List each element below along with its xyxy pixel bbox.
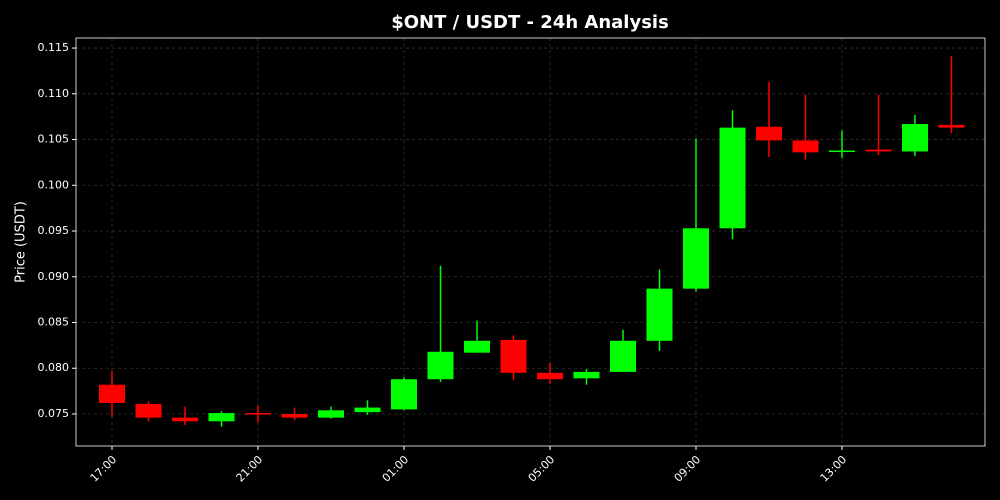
y-tick-label: 0.095	[38, 224, 70, 237]
candle-body	[573, 371, 600, 379]
candle-body	[135, 403, 162, 418]
y-tick-label: 0.105	[38, 133, 70, 146]
candle-body	[464, 340, 490, 353]
candle-body	[537, 372, 563, 380]
candle-body	[902, 123, 928, 152]
y-tick-label: 0.085	[38, 316, 70, 329]
y-tick-label: 0.115	[38, 41, 70, 54]
y-axis-label: Price (USDT)	[14, 201, 29, 283]
candle-body	[719, 127, 746, 229]
plot-frame	[75, 37, 986, 447]
candle-body	[792, 140, 819, 153]
candle-body	[865, 149, 892, 152]
y-tick-label: 0.110	[38, 87, 70, 100]
candle-body	[99, 384, 125, 404]
candle-body	[391, 379, 417, 410]
candle-body	[318, 410, 344, 418]
y-tick-label: 0.100	[38, 178, 70, 191]
candle-body	[829, 150, 855, 153]
y-tick-label: 0.080	[38, 361, 70, 374]
y-tick-label: 0.075	[38, 407, 70, 420]
candle-body	[938, 124, 965, 128]
candle-body	[427, 351, 454, 380]
candle-body	[354, 407, 381, 413]
y-tick-label: 0.090	[38, 270, 70, 283]
candle-body	[208, 413, 235, 422]
candle-body	[756, 126, 782, 141]
candle-body	[500, 339, 527, 373]
candle-body	[683, 228, 709, 289]
candle-body	[281, 413, 308, 418]
candle-body	[646, 288, 673, 341]
candle-body	[245, 413, 271, 415]
chart-title: $ONT / USDT - 24h Analysis	[391, 12, 669, 33]
candle-body	[610, 340, 636, 372]
candle-body	[172, 417, 198, 422]
